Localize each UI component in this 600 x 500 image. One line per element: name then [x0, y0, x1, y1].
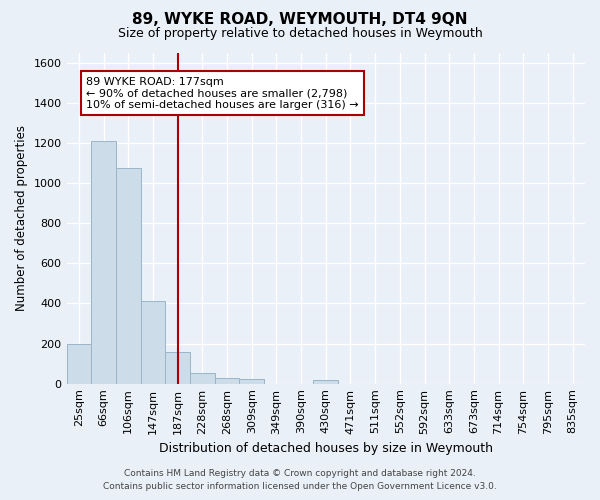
- Bar: [116, 168, 140, 384]
- X-axis label: Distribution of detached houses by size in Weymouth: Distribution of detached houses by size …: [159, 442, 493, 455]
- Text: Size of property relative to detached houses in Weymouth: Size of property relative to detached ho…: [118, 28, 482, 40]
- Bar: [239, 378, 264, 384]
- Text: Contains HM Land Registry data © Crown copyright and database right 2024.
Contai: Contains HM Land Registry data © Crown c…: [103, 469, 497, 491]
- Bar: [215, 378, 239, 384]
- Bar: [190, 372, 215, 384]
- Text: 89 WYKE ROAD: 177sqm
← 90% of detached houses are smaller (2,798)
10% of semi-de: 89 WYKE ROAD: 177sqm ← 90% of detached h…: [86, 76, 359, 110]
- Bar: [67, 344, 91, 384]
- Y-axis label: Number of detached properties: Number of detached properties: [15, 125, 28, 311]
- Bar: [165, 352, 190, 384]
- Bar: [140, 302, 165, 384]
- Bar: [313, 380, 338, 384]
- Bar: [91, 141, 116, 384]
- Text: 89, WYKE ROAD, WEYMOUTH, DT4 9QN: 89, WYKE ROAD, WEYMOUTH, DT4 9QN: [132, 12, 468, 28]
